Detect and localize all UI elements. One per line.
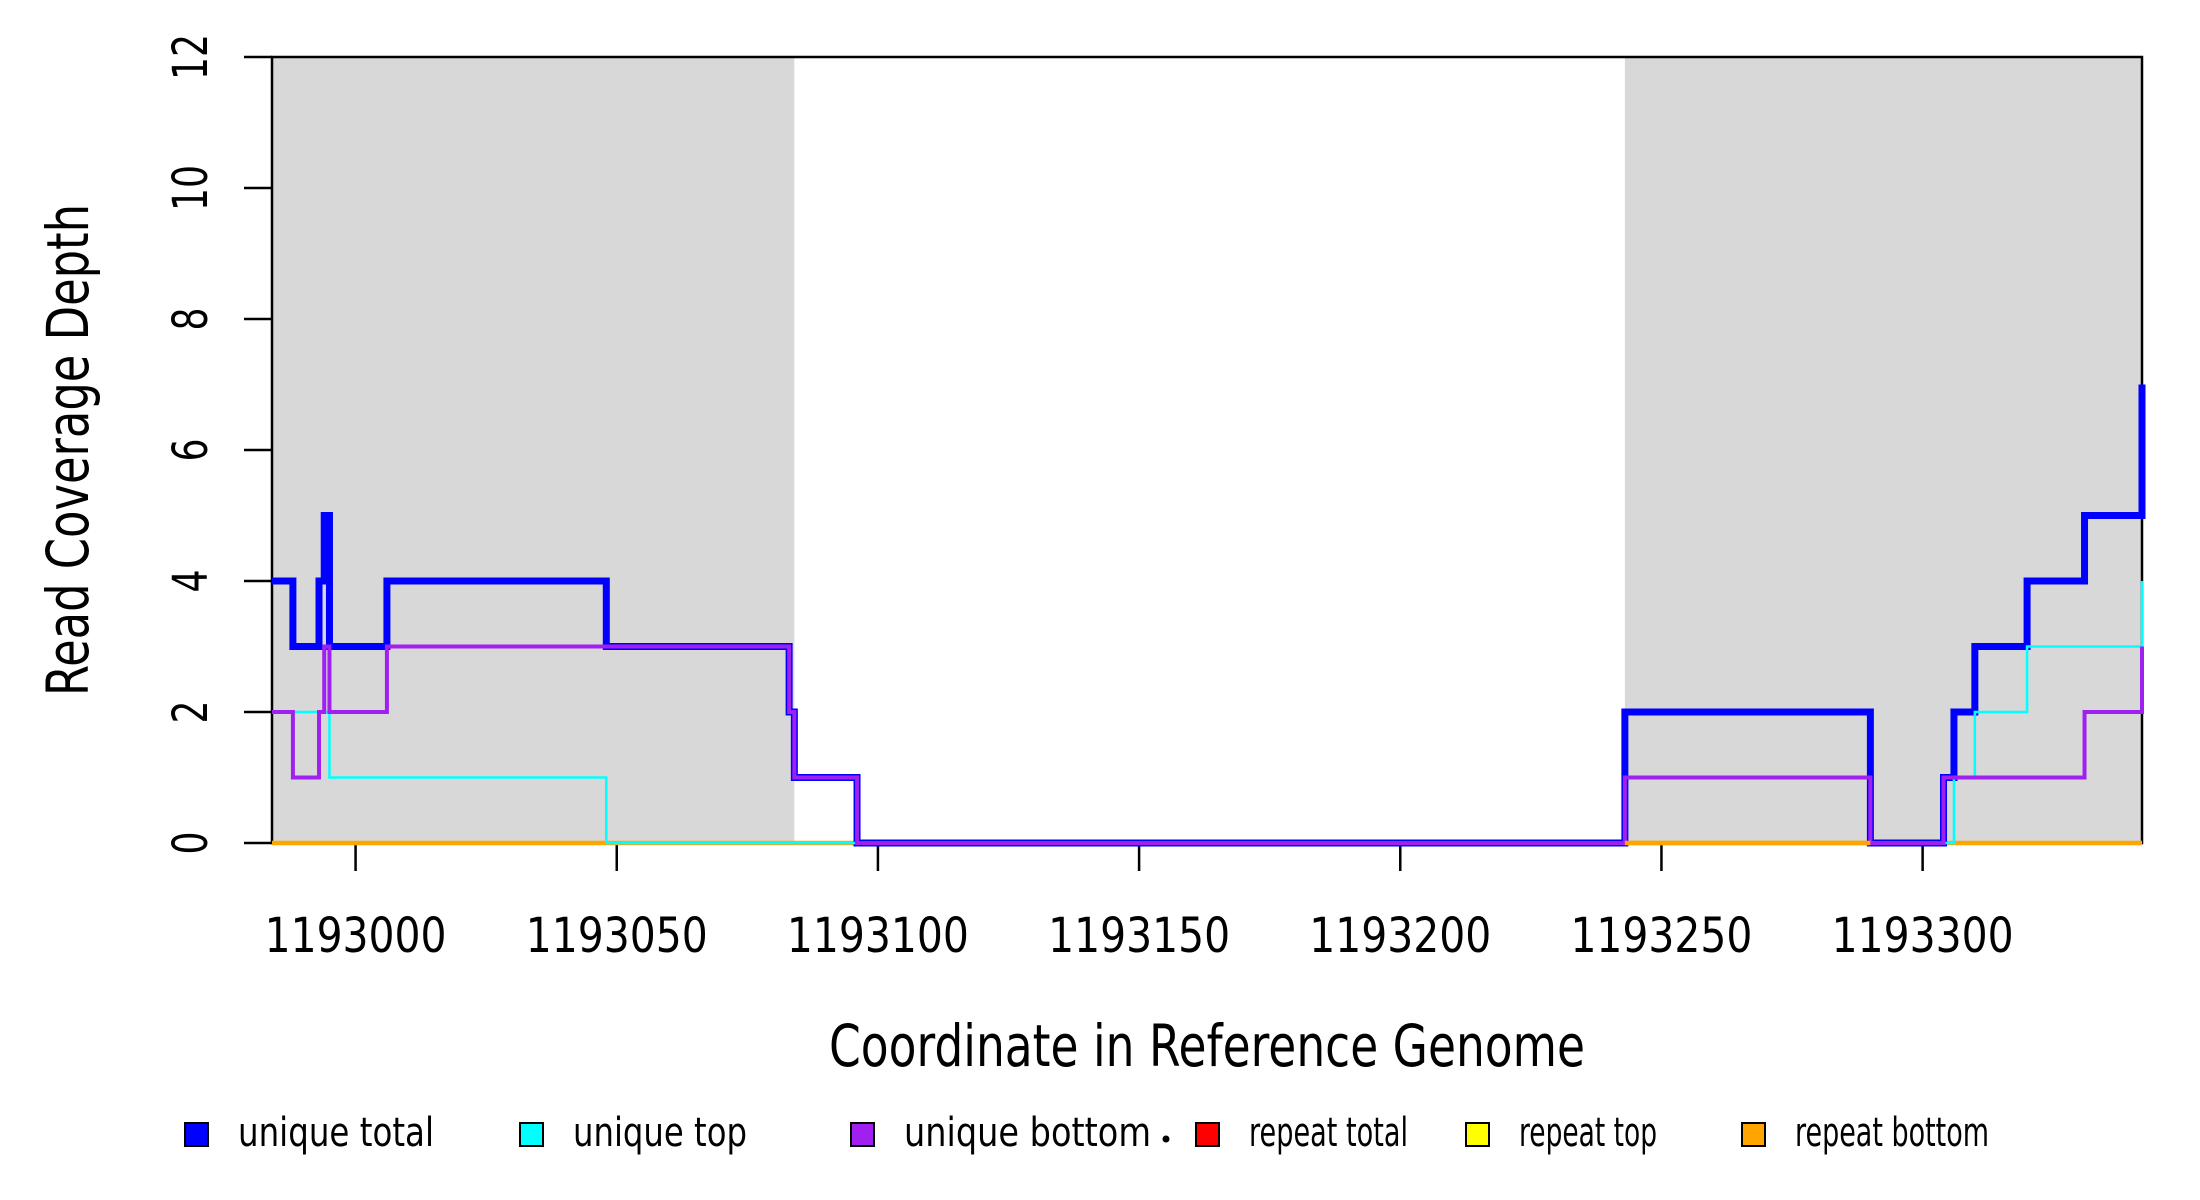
legend-swatch-unique-top: [519, 1122, 544, 1147]
legend-swatch-repeat-bottom: [1741, 1122, 1766, 1147]
legend-swatch-unique-total: [184, 1122, 209, 1147]
x-tick-label: 1193300: [1832, 908, 2014, 964]
legend-item-repeat-bottom: repeat bottom: [1741, 1110, 1989, 1156]
shaded-regions-layer: [272, 58, 2142, 843]
x-tick-label: 1193200: [1309, 908, 1491, 964]
x-tick-label: 1193000: [265, 908, 447, 964]
x-tick-label: 1193250: [1570, 908, 1752, 964]
shaded-region: [1624, 58, 2142, 843]
series-unique-bottom: [272, 644, 2144, 845]
y-tick-label: 12: [163, 34, 219, 80]
legend-label: unique total: [238, 1110, 434, 1156]
y-tick-label: 2: [163, 701, 219, 724]
legend-item-repeat-top: repeat top: [1465, 1110, 1657, 1156]
legend-swatch-repeat-total: [1195, 1122, 1220, 1147]
y-tick-label: 8: [163, 308, 219, 331]
legend-label: unique top: [573, 1110, 747, 1156]
legend-label: repeat top: [1519, 1110, 1657, 1156]
y-tick-label: 4: [163, 570, 219, 593]
legend-label: repeat bottom: [1795, 1110, 1989, 1156]
y-axis-title: Read Coverage Depth: [34, 204, 102, 696]
legend-item-unique-top: unique top: [519, 1110, 747, 1156]
legend-item-unique-bottom: unique bottom: [850, 1110, 1151, 1156]
x-tick-label: 1193050: [526, 908, 708, 964]
y-tick-label: 0: [163, 832, 219, 855]
y-tick-label: 10: [163, 165, 219, 211]
x-tick-label: 1193150: [1048, 908, 1230, 964]
x-axis-title: Coordinate in Reference Genome: [829, 1012, 1585, 1080]
legend-label: unique bottom: [904, 1110, 1151, 1156]
y-tick-label: 6: [163, 439, 219, 462]
x-tick-label: 1193100: [787, 908, 969, 964]
legend-swatch-unique-bottom: [850, 1122, 875, 1147]
stray-dot: [1162, 1135, 1170, 1143]
legend-swatch-repeat-top: [1465, 1122, 1490, 1147]
axis-labels-layer: Coordinate in Reference Genome Read Cove…: [34, 34, 2014, 1080]
legend-item-unique-total: unique total: [184, 1110, 434, 1156]
legend-label: repeat total: [1249, 1110, 1408, 1156]
legend-item-repeat-total: repeat total: [1195, 1110, 1408, 1156]
legend: unique total unique top unique bottom repea…: [184, 1110, 1989, 1156]
shaded-region: [272, 58, 795, 843]
